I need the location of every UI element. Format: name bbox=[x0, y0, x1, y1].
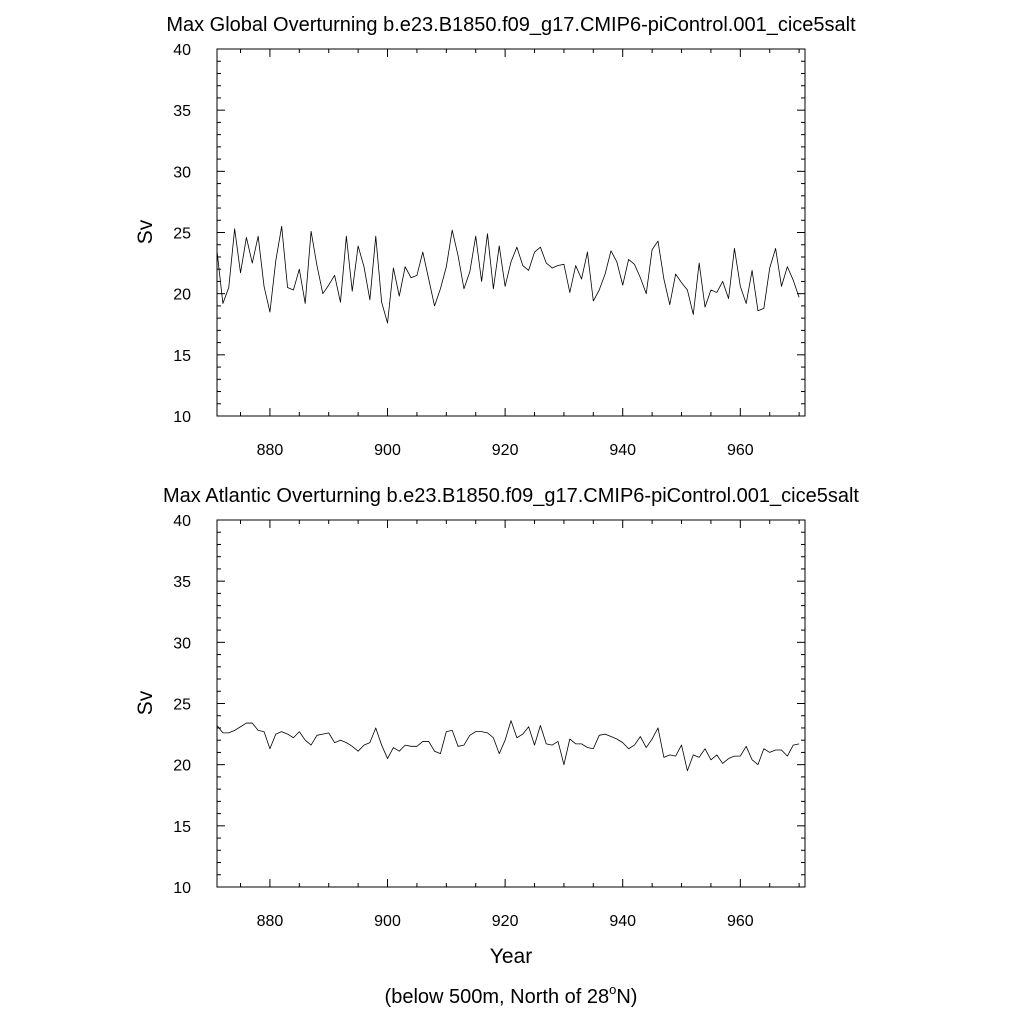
footnote-prefix: (below 500m, North of 28 bbox=[385, 986, 610, 1008]
y-axis-title-atlantic: Sv bbox=[134, 690, 157, 715]
x-tick-label-global: 960 bbox=[727, 442, 754, 459]
x-axis-title-atlantic: Year bbox=[490, 945, 532, 968]
y-tick-label-global: 20 bbox=[173, 287, 191, 304]
chart-title-atlantic: Max Atlantic Overturning b.e23.B1850.f09… bbox=[163, 485, 859, 507]
y-tick-label-atlantic: 20 bbox=[173, 758, 191, 775]
footnote: (below 500m, North of 28oN) bbox=[385, 982, 638, 1008]
x-tick-label-global: 940 bbox=[609, 442, 636, 459]
y-tick-label-global: 15 bbox=[173, 348, 191, 365]
x-tick-label-global: 920 bbox=[492, 442, 519, 459]
y-tick-label-global: 10 bbox=[173, 409, 191, 426]
footnote-suffix: N) bbox=[616, 986, 637, 1008]
y-tick-label-atlantic: 35 bbox=[173, 574, 191, 591]
footnote-superscript: o bbox=[609, 982, 616, 997]
y-tick-label-atlantic: 15 bbox=[173, 819, 191, 836]
y-tick-label-atlantic: 40 bbox=[173, 513, 191, 530]
x-tick-label-atlantic: 880 bbox=[257, 913, 284, 930]
y-tick-label-global: 35 bbox=[173, 103, 191, 120]
y-tick-label-atlantic: 30 bbox=[173, 635, 191, 652]
y-tick-label-global: 40 bbox=[173, 42, 191, 59]
x-tick-label-global: 900 bbox=[374, 442, 401, 459]
x-tick-label-atlantic: 920 bbox=[492, 913, 519, 930]
x-tick-label-atlantic: 960 bbox=[727, 913, 754, 930]
y-tick-label-atlantic: 25 bbox=[173, 697, 191, 714]
global-overturning-panel: Max Global Overturning b.e23.B1850.f09_g… bbox=[134, 14, 856, 459]
chart-title-global: Max Global Overturning b.e23.B1850.f09_g… bbox=[166, 14, 856, 36]
ticks-atlantic: 10 15 20 25 30 35 40 880 900 920 940 960 bbox=[173, 513, 805, 930]
series-line-atlantic bbox=[216, 720, 800, 772]
y-axis-title-global: Sv bbox=[134, 219, 157, 244]
y-tick-label-global: 30 bbox=[173, 164, 191, 181]
x-tick-label-atlantic: 900 bbox=[374, 913, 401, 930]
series-line-global bbox=[216, 225, 800, 324]
x-tick-label-atlantic: 940 bbox=[609, 913, 636, 930]
atlantic-overturning-panel: Max Atlantic Overturning b.e23.B1850.f09… bbox=[134, 485, 859, 968]
x-tick-label-global: 880 bbox=[257, 442, 284, 459]
plot-frame-atlantic bbox=[216, 519, 806, 888]
plot-frame-global bbox=[216, 48, 806, 417]
y-tick-label-global: 25 bbox=[173, 226, 191, 243]
y-tick-label-atlantic: 10 bbox=[173, 880, 191, 897]
